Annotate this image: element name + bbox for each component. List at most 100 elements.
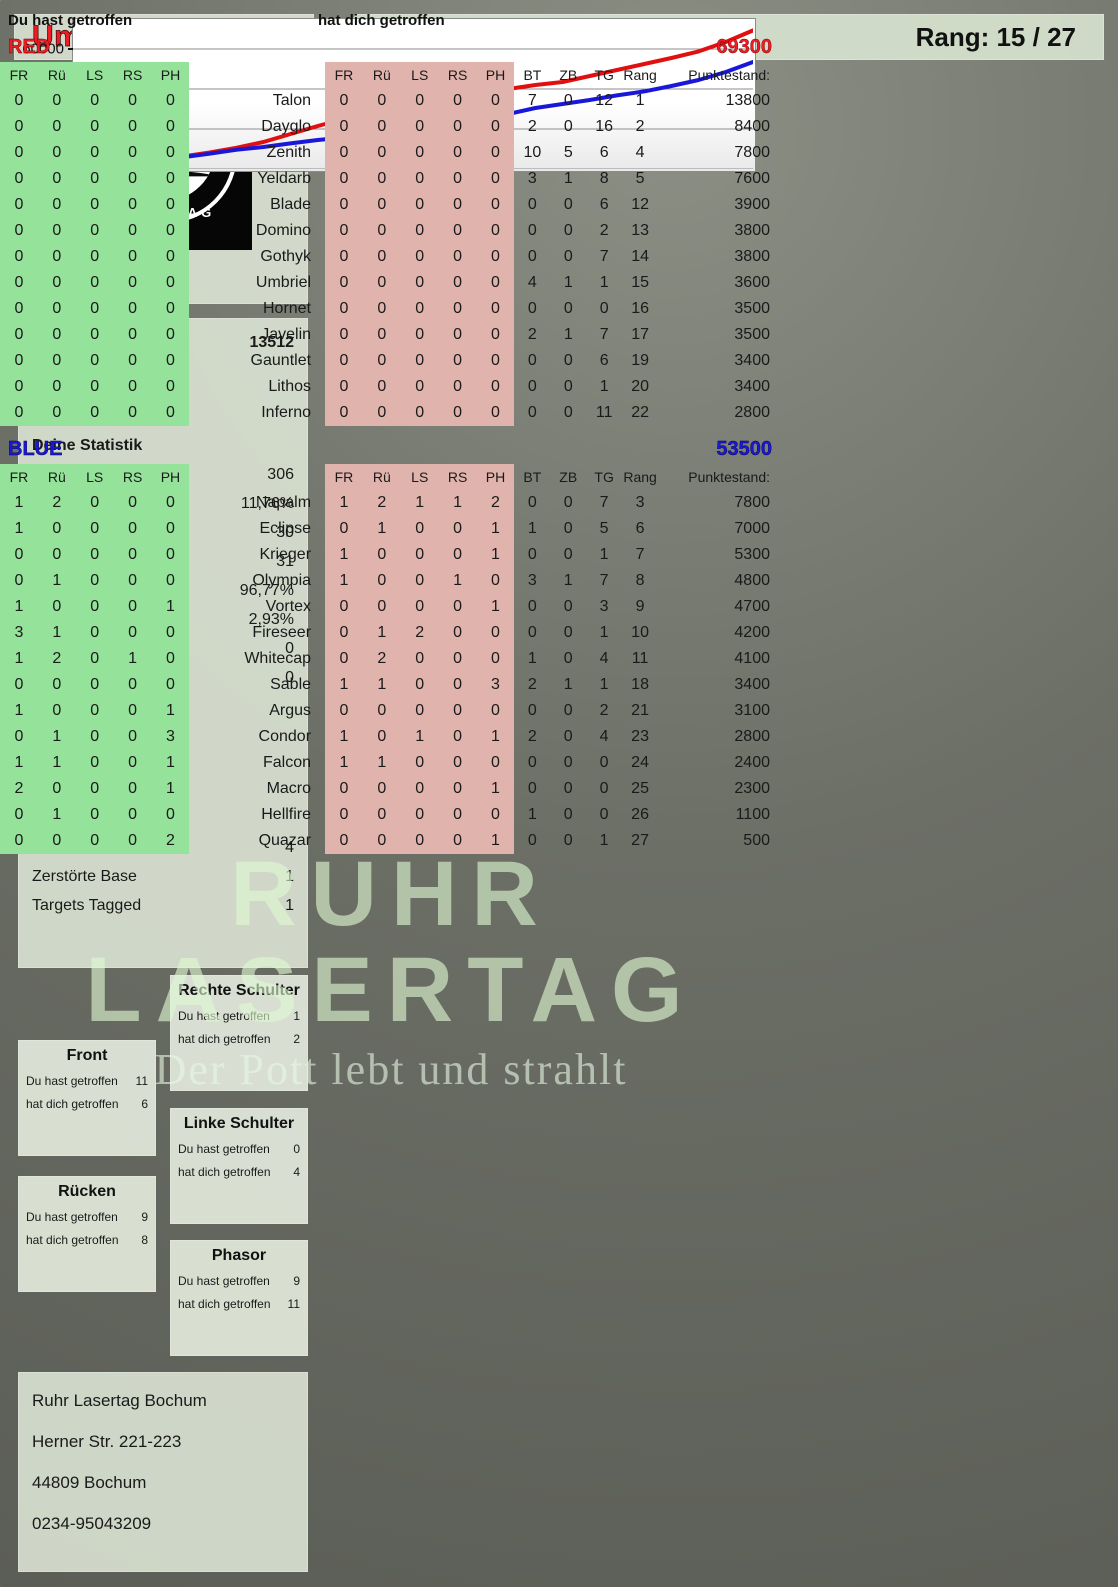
cell-zb: 0 (563, 300, 573, 317)
cell-gothit: 0 (438, 400, 477, 426)
cell-bt: 1 (527, 650, 537, 667)
cell-zb: 0 (563, 520, 573, 537)
table-row[interactable]: 0 0 0 0 2 Quazar 0 0 0 0 1 0 0 1 27 500 (0, 828, 782, 854)
cell-gothit: 0 (362, 192, 401, 218)
table-row[interactable]: 0 0 0 0 0 Yeldarb 0 0 0 0 0 3 1 8 5 7600 (0, 166, 782, 192)
cell-hit: 0 (0, 140, 38, 166)
cell-tg: 0 (599, 300, 609, 317)
table-row[interactable]: 0 0 0 0 0 Dayglo 0 0 0 0 0 2 0 16 2 8400 (0, 114, 782, 140)
zone-title: Rechte Schulter (178, 982, 300, 999)
cell-hit: 0 (75, 166, 114, 192)
cell-gothit: 0 (438, 348, 477, 374)
cell-gothit: 0 (400, 646, 439, 672)
cell-gothit: 0 (325, 620, 363, 646)
table-row[interactable]: 1 0 0 0 0 Eclipse 0 1 0 0 1 1 0 5 6 7000 (0, 516, 782, 542)
player-stat-value: 2,93% (248, 611, 294, 628)
zone-gothit-label: hat dich getroffen (26, 1233, 119, 1247)
cell-gothit: 0 (400, 672, 439, 698)
cell-gothit: 0 (438, 516, 477, 542)
col-header-bt: BT (523, 469, 542, 485)
cell-tg: 3 (599, 598, 609, 615)
cell-gothit: 0 (362, 542, 401, 568)
cell-gothit: 0 (400, 802, 439, 828)
cell-hit: 0 (0, 244, 38, 270)
cell-gothit: 0 (325, 516, 363, 542)
table-row[interactable]: 0 0 0 0 0 Inferno 0 0 0 0 0 0 0 11 22 2800 (0, 400, 782, 426)
cell-zb: 0 (563, 546, 573, 563)
col-group-got-hit: hat dich getroffen (318, 12, 445, 29)
cell-gothit: 0 (438, 244, 477, 270)
table-header-row: FR Rü LS RS PH FR Rü LS RS PH BT ZB TG Rang Punktestan… (0, 464, 782, 490)
cell-hit: 1 (0, 594, 38, 620)
zone-gothit-row: hat dich getroffen 4 (170, 1165, 308, 1179)
cell-hit: 0 (113, 244, 152, 270)
table-row[interactable]: 1 0 0 0 1 Vortex 0 0 0 0 1 0 0 3 9 4700 (0, 594, 782, 620)
cell-hit: 0 (75, 490, 114, 516)
table-row[interactable]: 0 0 0 0 0 Zenith 0 0 0 0 0 10 5 6 4 7800 (0, 140, 782, 166)
table-row[interactable]: 0 0 0 0 0 Hornet 0 0 0 0 0 0 0 0 16 3500 (0, 296, 782, 322)
cell-hit: 0 (113, 490, 152, 516)
table-row[interactable]: 0 0 0 0 0 Blade 0 0 0 0 0 0 0 6 12 3900 (0, 192, 782, 218)
cell-gothit: 1 (325, 542, 363, 568)
table-row[interactable]: 0 1 0 0 0 Hellfire 0 0 0 0 0 1 0 0 26 1100 (0, 802, 782, 828)
table-row[interactable]: 0 0 0 0 0 Javelin 0 0 0 0 0 2 1 7 17 3500 (0, 322, 782, 348)
cell-gothit: 0 (438, 322, 477, 348)
cell-hit: 1 (0, 490, 38, 516)
table-row[interactable]: 1 2 0 1 0 Whitecap 0 2 0 0 0 1 0 4 11 4100 (0, 646, 782, 672)
cell-punktestand: 3400 (734, 378, 770, 395)
table-row[interactable]: 2 0 0 0 1 Macro 0 0 0 0 1 0 0 0 25 2300 (0, 776, 782, 802)
cell-hit: 0 (0, 802, 38, 828)
table-row[interactable]: 1 1 0 0 1 Falcon 1 1 0 0 0 0 0 0 24 2400 (0, 750, 782, 776)
zone-hit-label: Du hast getroffen (178, 1142, 270, 1156)
table-row[interactable]: 3 1 0 0 0 Fireseer 0 1 2 0 0 0 0 1 10 4200 (0, 620, 782, 646)
cell-player-name: Lithos (268, 378, 312, 395)
table-row[interactable]: 0 0 0 0 0 Talon 0 0 0 0 0 7 0 12 1 13800 (0, 88, 782, 114)
col-header-gothit-LS: LS (400, 62, 439, 88)
cell-hit: 3 (151, 724, 190, 750)
cell-hit: 0 (37, 322, 76, 348)
col-header-hit-RS: RS (113, 62, 152, 88)
cell-tg: 8 (599, 170, 609, 187)
cell-player-name: Javelin (261, 326, 312, 343)
cell-gothit: 0 (476, 568, 515, 594)
cell-bt: 2 (527, 728, 537, 745)
table-row[interactable]: 1 2 0 0 0 Napalm 1 2 1 1 2 0 0 7 3 7800 (0, 490, 782, 516)
zone-gothit-row: hat dich getroffen 8 (18, 1233, 156, 1247)
player-stat-value: 0 (285, 669, 294, 686)
cell-gothit: 0 (400, 244, 439, 270)
cell-rang: 24 (631, 754, 649, 771)
cell-bt: 0 (527, 702, 537, 719)
cell-gothit: 2 (362, 490, 401, 516)
table-row[interactable]: 0 1 0 0 0 Olympia 1 0 0 1 0 3 1 7 8 4800 (0, 568, 782, 594)
zone-gothit-value: 2 (293, 1032, 300, 1046)
cell-rang: 6 (635, 520, 645, 537)
col-header-name (189, 464, 325, 490)
table-row[interactable]: 0 0 0 0 0 Lithos 0 0 0 0 0 0 0 1 20 3400 (0, 374, 782, 400)
cell-gothit: 1 (362, 672, 401, 698)
arena-stat-row: Targets Tagged 1 (18, 891, 308, 920)
cell-tg: 7 (599, 494, 609, 511)
table-row[interactable]: 0 0 0 0 0 Gothyk 0 0 0 0 0 0 0 7 14 3800 (0, 244, 782, 270)
table-row[interactable]: 1 0 0 0 1 Argus 0 0 0 0 0 0 0 2 21 3100 (0, 698, 782, 724)
cell-rang: 7 (635, 546, 645, 563)
cell-zb: 0 (563, 494, 573, 511)
table-row[interactable]: 0 0 0 0 0 Krieger 1 0 0 0 1 0 0 1 7 5300 (0, 542, 782, 568)
cell-hit: 0 (113, 724, 152, 750)
player-stat-value: 31 (276, 553, 294, 570)
table-row[interactable]: 0 0 0 0 0 Gauntlet 0 0 0 0 0 0 0 6 19 3400 (0, 348, 782, 374)
cell-player-name: Quazar (258, 832, 312, 849)
cell-gothit: 0 (325, 88, 363, 114)
cell-punktestand: 3900 (734, 196, 770, 213)
cell-zb: 0 (563, 118, 573, 135)
cell-gothit: 1 (476, 542, 515, 568)
table-row[interactable]: 0 0 0 0 0 Sable 1 1 0 0 3 2 1 1 18 3400 (0, 672, 782, 698)
cell-gothit: 1 (325, 672, 363, 698)
table-row[interactable]: 0 1 0 0 3 Condor 1 0 1 0 1 2 0 4 23 2800 (0, 724, 782, 750)
table-row[interactable]: 0 0 0 0 0 Domino 0 0 0 0 0 0 0 2 13 3800 (0, 218, 782, 244)
table-row[interactable]: 0 0 0 0 0 Umbriel 0 0 0 0 0 4 1 1 15 3600 (0, 270, 782, 296)
col-header-name (189, 62, 325, 88)
cell-hit: 0 (75, 114, 114, 140)
cell-punktestand: 3800 (734, 222, 770, 239)
cell-tg: 7 (599, 248, 609, 265)
cell-hit: 0 (37, 542, 76, 568)
